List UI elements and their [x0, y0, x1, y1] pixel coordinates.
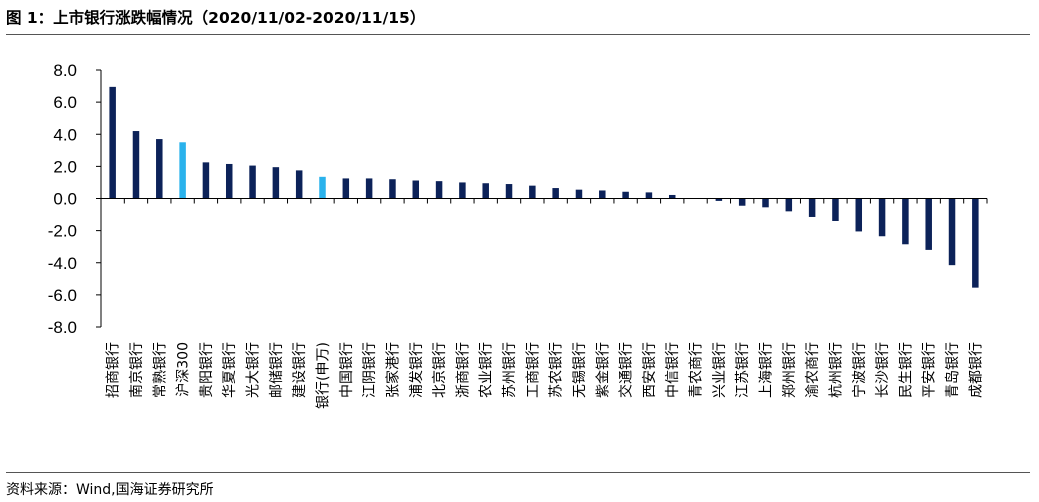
x-tick-label: 贵阳银行: [199, 342, 215, 398]
y-tick-label: 0.0: [53, 190, 77, 209]
x-tick-label: 渝农商行: [805, 342, 821, 398]
bar: [225, 163, 233, 199]
y-tick-label: -2.0: [48, 222, 77, 241]
y-tick-label: 4.0: [53, 125, 77, 144]
x-axis: [100, 198, 988, 204]
bar: [668, 194, 676, 199]
bar: [972, 198, 979, 288]
x-tick-label: 宁波银行: [851, 342, 868, 398]
bar: [202, 162, 210, 199]
x-tick-label: 农业银行: [479, 342, 495, 398]
bar: [808, 198, 816, 217]
bar: [156, 139, 163, 199]
bar: [738, 198, 746, 206]
x-tick-label: 南京银行: [129, 342, 145, 398]
bar: [622, 191, 629, 199]
bar: [179, 142, 186, 199]
bar: [902, 198, 909, 245]
bar: [575, 189, 583, 199]
bar: [109, 86, 116, 199]
bar: [715, 198, 723, 201]
bar: [272, 167, 280, 199]
y-tick-label: -8.0: [48, 318, 77, 337]
x-tick-label: 中信银行: [665, 342, 681, 398]
x-tick-label: 江阴银行: [362, 342, 378, 398]
bar: [482, 183, 489, 199]
x-tick-label: 北京银行: [432, 342, 448, 398]
footer-divider: [6, 472, 1030, 473]
x-tick-label: 华夏银行: [222, 342, 238, 398]
x-tick-label: 民生银行: [898, 342, 914, 398]
bar: [785, 198, 793, 212]
title-divider: [6, 34, 1030, 35]
x-tick-label: 江苏银行: [735, 342, 751, 398]
x-axis-labels: 招商银行 南京银行 常熟银行 沪深300 贵阳银行 华夏银行 光大银行 邮储银行 建设银行 银行(…: [106, 342, 985, 409]
bar: [365, 178, 373, 199]
bar: [435, 181, 443, 199]
x-tick-label: 工商银行: [525, 342, 541, 398]
bar: [295, 170, 303, 199]
x-tick-label: 苏农银行: [549, 342, 565, 398]
x-tick-label: 苏州银行: [502, 342, 518, 398]
x-tick-label: 无锡银行: [572, 342, 588, 398]
bar: [529, 185, 536, 199]
bar: [762, 198, 769, 208]
x-tick-label: 上海银行: [759, 342, 775, 398]
x-tick-label: 兴业银行: [712, 342, 728, 398]
x-tick-label: 张家港行: [384, 342, 401, 398]
x-tick-label: 建设银行: [292, 342, 308, 398]
x-tick-label: 青岛银行: [945, 342, 961, 398]
y-tick-label: 8.0: [53, 61, 77, 80]
bar: [925, 198, 932, 250]
bar: [645, 192, 653, 199]
x-tick-label: 浦发银行: [409, 342, 425, 398]
x-tick-label: 浙商银行: [455, 342, 471, 398]
x-tick-label: 常熟银行: [152, 342, 168, 398]
x-tick-label: 中国银行: [339, 342, 355, 398]
x-tick-label: 邮储银行: [269, 342, 285, 398]
x-tick-label: 长沙银行: [875, 342, 891, 398]
y-tick-label: 2.0: [53, 157, 77, 176]
x-tick-label: 平安银行: [922, 342, 938, 398]
bar: [505, 184, 513, 199]
x-tick-label: 青农商行: [689, 342, 705, 398]
x-tick-label: 杭州银行: [828, 342, 844, 398]
bar: [249, 165, 256, 199]
x-tick-label: 招商银行: [106, 342, 122, 398]
x-tick-label: 交通银行: [618, 342, 635, 398]
bar-chart: 8.0 6.0 4.0 2.0 0.0 -2.0 -4.0 -6.0 -8.0 招商银行 南京银行…: [48, 61, 988, 409]
bar: [599, 190, 606, 199]
bar: [342, 178, 350, 199]
x-tick-label: 紫金银行: [595, 342, 611, 398]
x-tick-label: 银行(申万): [316, 342, 332, 409]
chart-title: 图 1：上市银行涨跌幅情况（2020/11/02-2020/11/15）: [6, 9, 426, 27]
bar: [878, 198, 886, 237]
bar: [132, 131, 140, 199]
y-tick-label: 6.0: [53, 93, 77, 112]
bars: [109, 86, 979, 288]
y-tick-label: -6.0: [48, 286, 77, 305]
bar: [855, 198, 863, 232]
x-tick-label: 光大银行: [246, 342, 262, 398]
bar: [319, 176, 326, 199]
y-axis: 8.0 6.0 4.0 2.0 0.0 -2.0 -4.0 -6.0 -8.0: [48, 61, 102, 337]
x-tick-label: 西安银行: [642, 342, 658, 398]
bar: [552, 188, 559, 199]
x-tick-label: 成都银行: [968, 342, 984, 398]
bar: [412, 180, 420, 199]
x-tick-label: 沪深300: [176, 342, 192, 397]
y-tick-label: -4.0: [48, 254, 77, 273]
x-tick-label: 郑州银行: [782, 342, 798, 398]
bar: [948, 198, 956, 266]
bar: [459, 182, 466, 199]
bar: [389, 179, 396, 199]
bar: [832, 198, 839, 221]
source-note: 资料来源：Wind,国海证券研究所: [6, 482, 214, 498]
